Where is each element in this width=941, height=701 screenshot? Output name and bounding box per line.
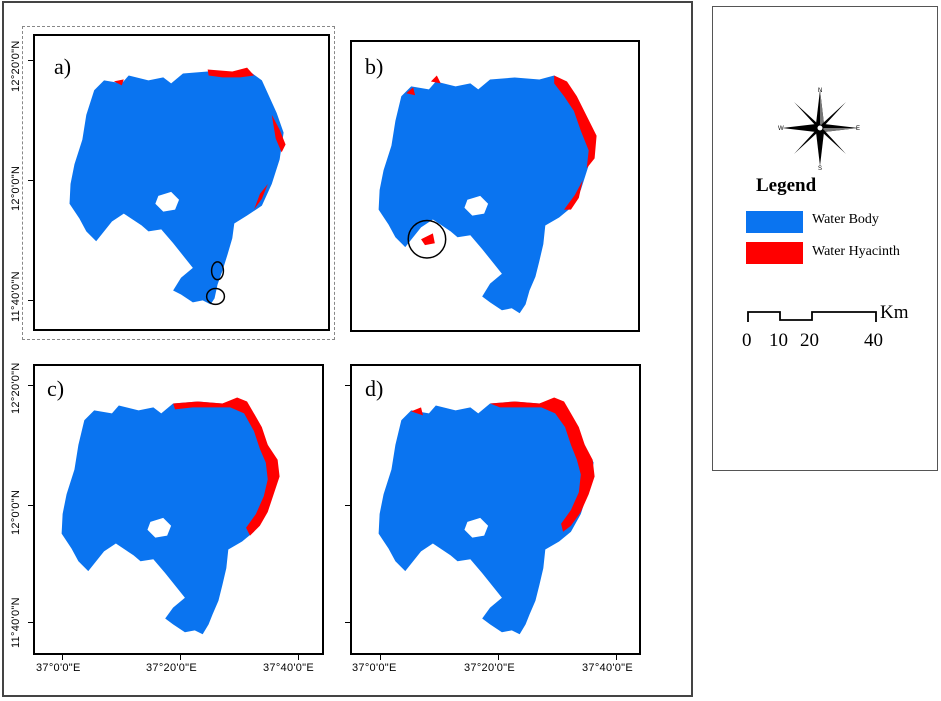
latitude-label: 11°40'0"N xyxy=(10,271,22,322)
legend-label-water-hyacinth: Water Hyacinth xyxy=(812,244,900,259)
map-panel-a xyxy=(33,34,330,331)
map-panel-b xyxy=(350,40,640,332)
axis-tick xyxy=(345,622,350,623)
island xyxy=(155,191,180,212)
compass-letter: E xyxy=(856,126,860,132)
panel-label-a: a) xyxy=(54,54,72,79)
water-body xyxy=(61,399,277,635)
axis-tick xyxy=(28,622,33,623)
panel-label-b: b) xyxy=(365,54,384,79)
legend-swatch-water-hyacinth xyxy=(746,242,803,264)
map-panel-d xyxy=(350,364,641,655)
axis-tick xyxy=(298,655,299,660)
island xyxy=(147,517,172,538)
longitude-label: 37°40'0"E xyxy=(263,662,315,674)
axis-tick xyxy=(345,505,350,506)
axis-tick xyxy=(616,655,617,660)
lake-map-a xyxy=(69,67,286,306)
highlight-circle xyxy=(205,287,226,306)
highlight-circle xyxy=(407,219,447,259)
map-layout-frame xyxy=(2,1,693,697)
longitude-label: 37°0'0"E xyxy=(36,662,81,674)
compass-letter: N xyxy=(818,88,822,94)
axis-tick xyxy=(28,300,33,301)
latitude-label: 12°0'0"N xyxy=(10,489,22,535)
legend-title: Legend xyxy=(756,175,817,196)
axis-tick xyxy=(62,655,63,660)
legend-panel xyxy=(712,6,938,471)
island xyxy=(464,195,489,216)
water-body xyxy=(378,75,594,314)
water-body xyxy=(378,399,594,635)
latitude-label: 12°20'0"N xyxy=(10,40,22,92)
axis-tick xyxy=(345,385,350,386)
map-panel-c xyxy=(33,364,324,655)
axis-tick xyxy=(380,655,381,660)
panel-a-dashed-frame xyxy=(22,26,335,340)
scale-tick-label: 20 xyxy=(800,330,819,351)
scale-bar xyxy=(747,311,877,322)
highlight-circle xyxy=(210,261,225,281)
water-body xyxy=(69,69,284,305)
latitude-label: 12°0'0"N xyxy=(10,165,22,211)
compass-rose-icon: N E S W xyxy=(778,88,860,170)
longitude-label: 37°20'0"E xyxy=(464,662,516,674)
lake-map-c xyxy=(61,397,280,635)
panel-label-d: d) xyxy=(365,376,384,401)
lake-map-b xyxy=(378,75,597,314)
longitude-label: 37°20'0"E xyxy=(146,662,198,674)
island xyxy=(464,517,489,538)
compass-letter: S xyxy=(818,166,822,170)
axis-tick xyxy=(180,655,181,660)
axis-tick xyxy=(28,180,33,181)
legend-swatch-water-body xyxy=(746,211,803,233)
longitude-label: 37°40'0"E xyxy=(582,662,634,674)
latitude-label: 12°20'0"N xyxy=(10,362,22,414)
axis-tick xyxy=(498,655,499,660)
scale-tick-label: 40 xyxy=(864,330,883,351)
axis-tick xyxy=(28,385,33,386)
legend-label-water-body: Water Body xyxy=(812,212,879,227)
axis-tick xyxy=(28,505,33,506)
lake-map-d xyxy=(378,397,595,635)
latitude-label: 11°40'0"N xyxy=(10,597,22,648)
scale-tick-label: 0 xyxy=(742,330,752,351)
water-hyacinth xyxy=(411,397,595,532)
axis-tick xyxy=(28,60,33,61)
panel-label-c: c) xyxy=(47,376,65,401)
scale-tick-label: 10 xyxy=(769,330,788,351)
compass-letter: W xyxy=(778,126,784,132)
scale-unit-label: Km xyxy=(880,302,909,323)
longitude-label: 37°0'0"E xyxy=(352,662,397,674)
